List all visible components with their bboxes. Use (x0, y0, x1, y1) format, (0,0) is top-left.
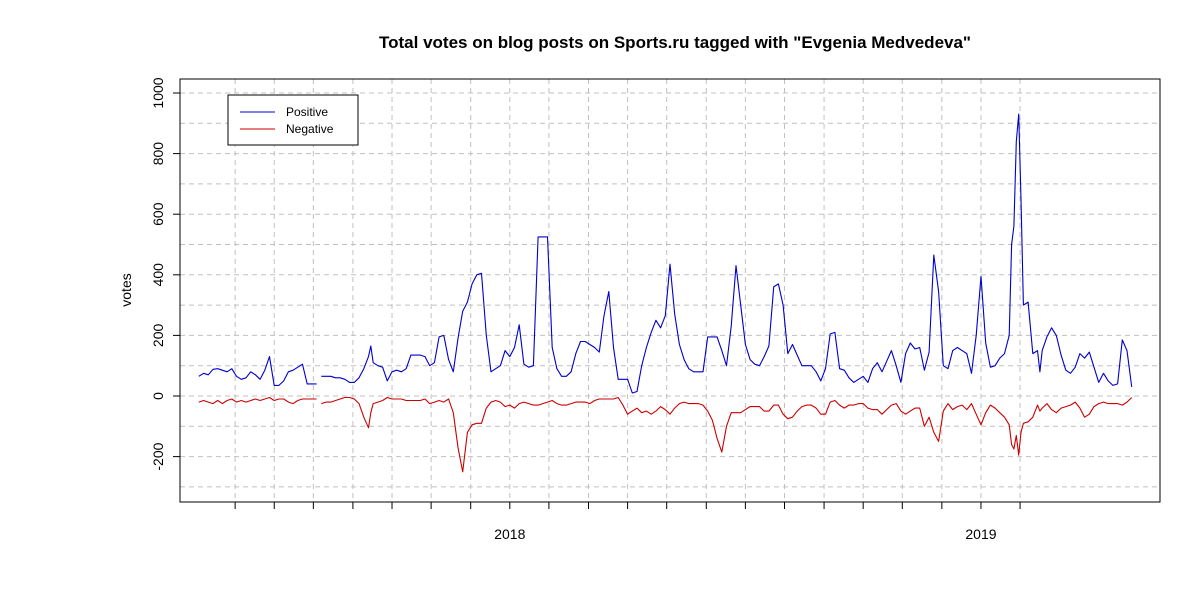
legend: Positive Negative (227, 94, 359, 146)
x-axis: 2018 2019 (234, 502, 1021, 542)
series-line-positive (198, 113, 1133, 394)
series-group (198, 113, 1133, 473)
legend-label-negative: Negative (286, 122, 334, 136)
legend-box (227, 94, 359, 146)
legend-label-positive: Positive (286, 105, 328, 119)
chart-title: Total votes on blog posts on Sports.ru t… (379, 33, 971, 52)
y-tick-label: 200 (150, 324, 166, 348)
x-tick-label: 2019 (965, 526, 996, 542)
y-tick-label: 800 (150, 142, 166, 166)
y-tick-label: 600 (150, 202, 166, 226)
y-axis-label: votes (118, 273, 134, 306)
x-tick-label: 2018 (494, 526, 525, 542)
y-axis: -200 0 200 400 600 800 1000 (150, 77, 180, 471)
series-line-negative (198, 396, 1133, 473)
y-tick-label: 400 (150, 263, 166, 287)
plot-frame (179, 78, 1161, 503)
y-tick-label: 1000 (150, 77, 166, 108)
y-tick-label: -200 (150, 442, 166, 470)
y-tick-label: 0 (150, 392, 166, 400)
